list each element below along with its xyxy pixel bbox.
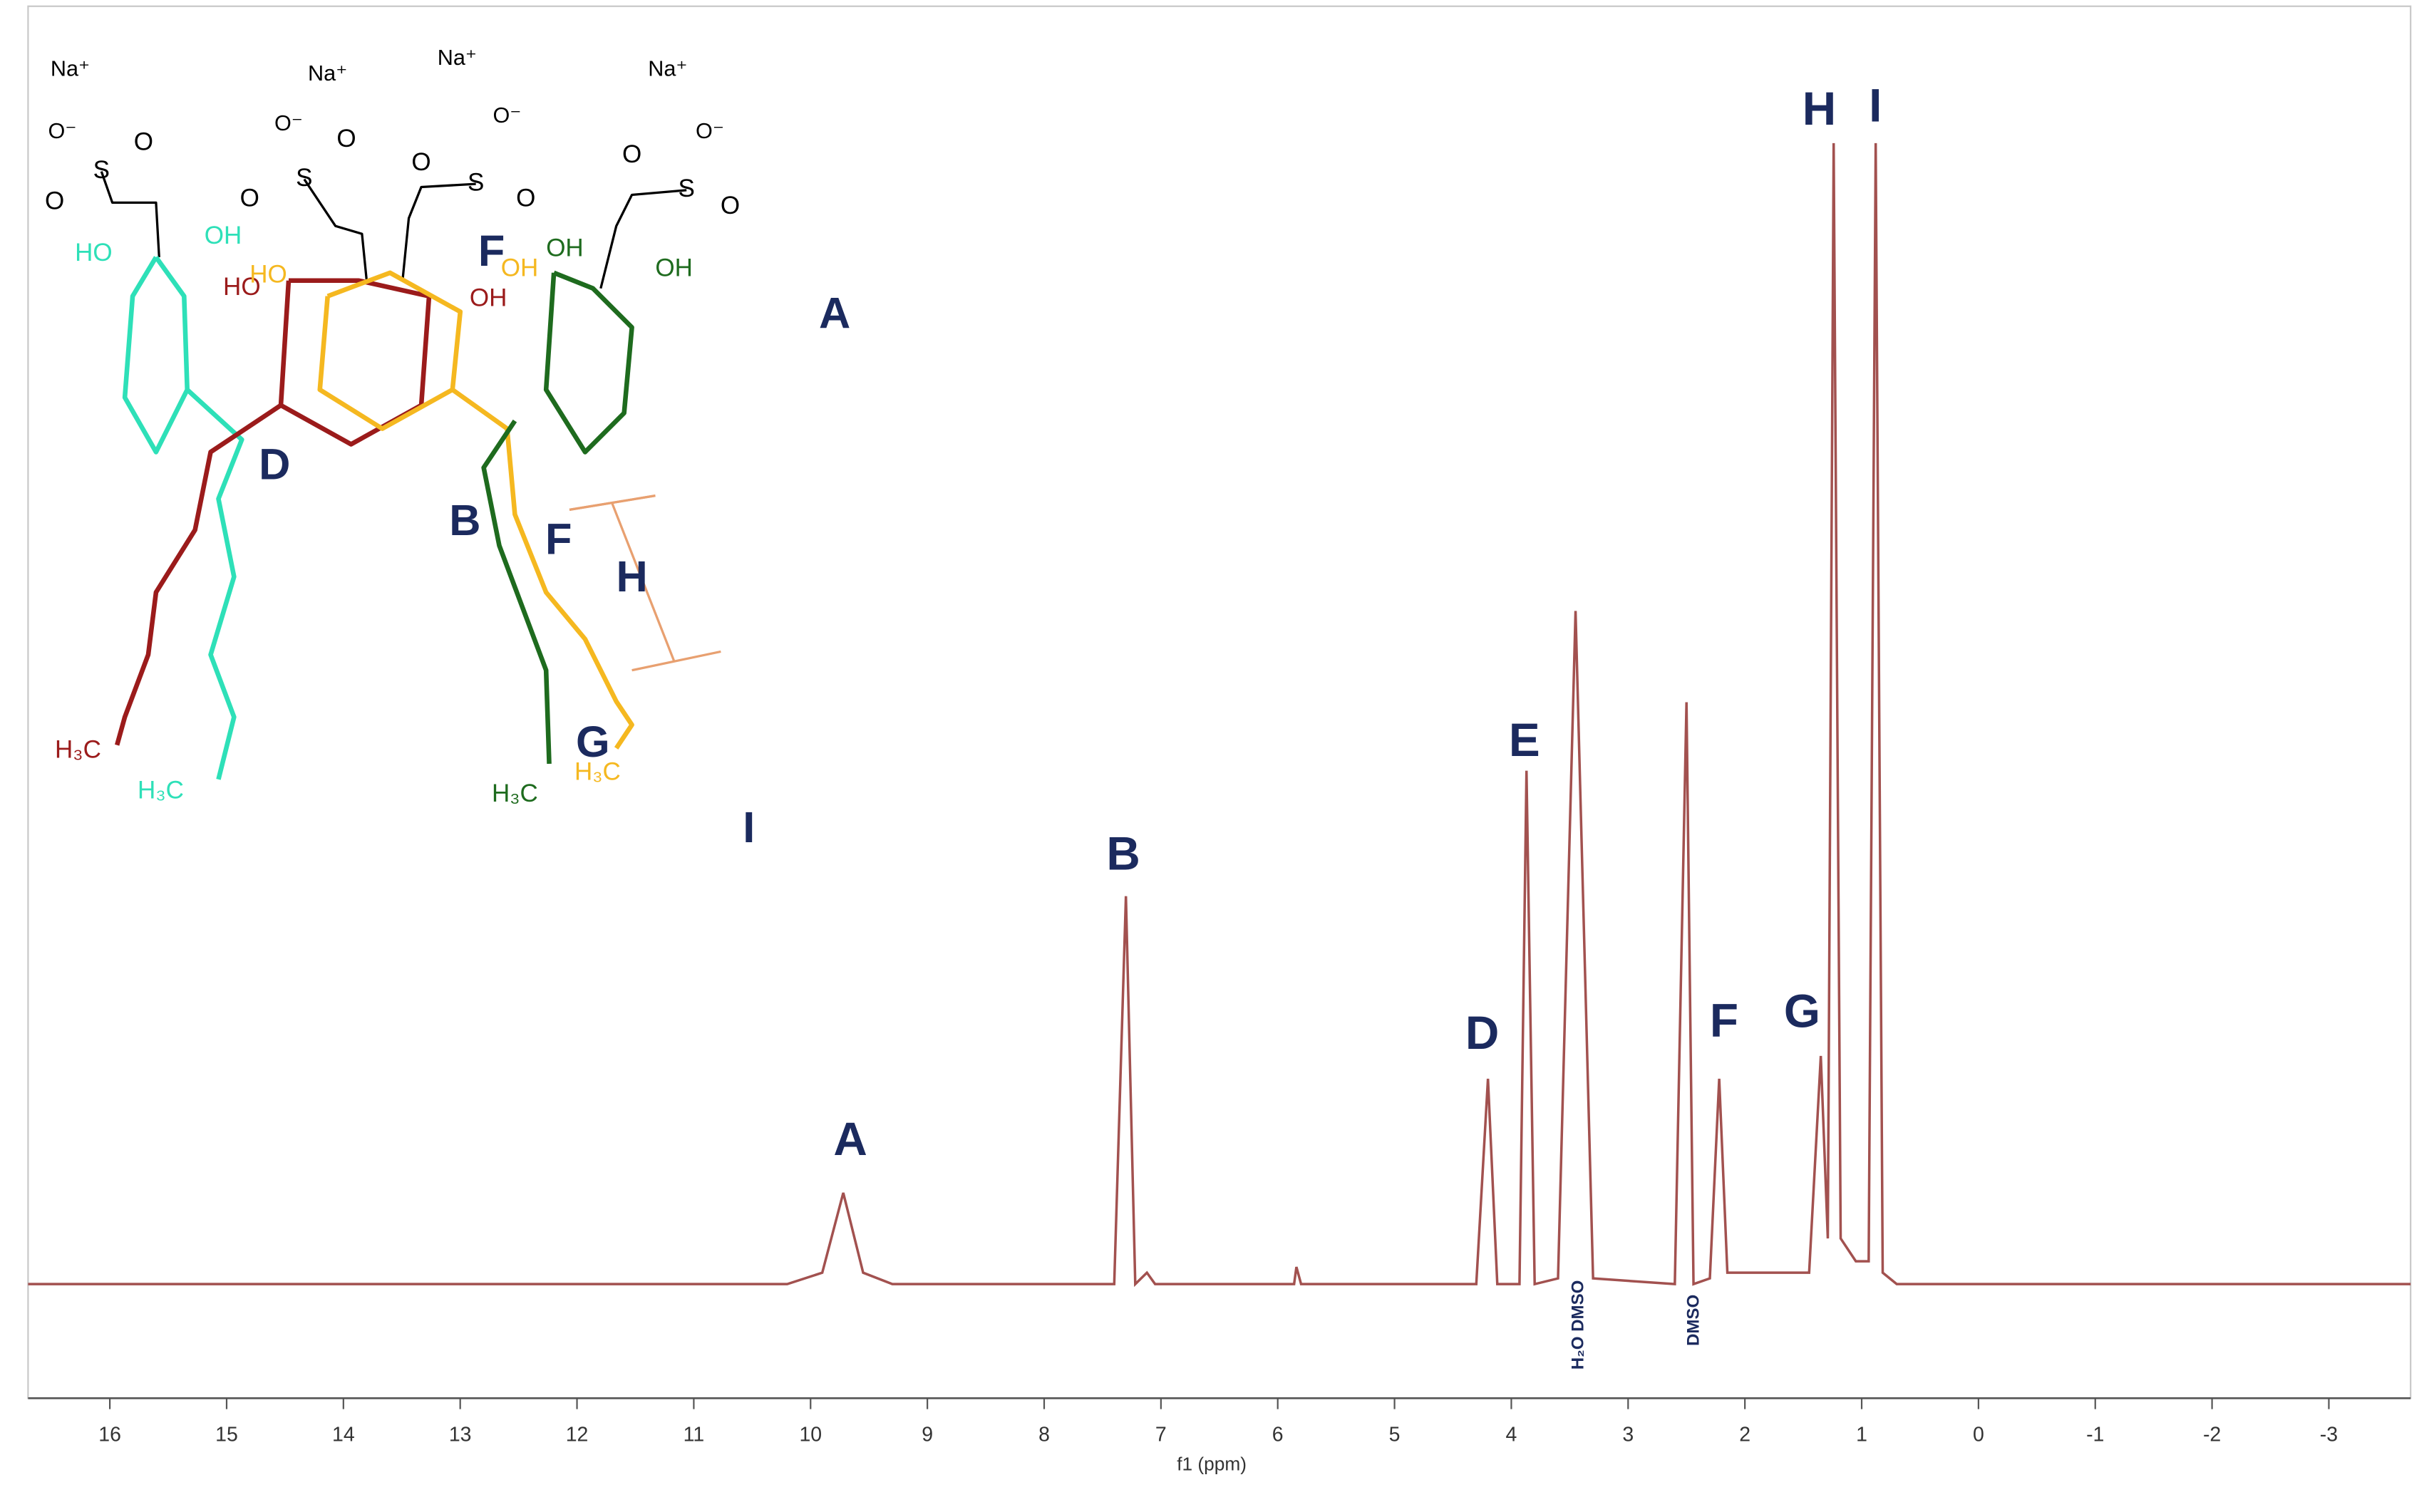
peak-label: A	[833, 1113, 867, 1165]
x-tick-label: 12	[566, 1423, 589, 1446]
structure-label: H₃C	[138, 777, 184, 804]
structure-label: H₃C	[55, 736, 101, 764]
solvent-label: H₂O DMSO	[1569, 1280, 1588, 1370]
x-tick-label: -1	[2086, 1423, 2104, 1446]
solvent-label: DMSO	[1684, 1295, 1703, 1346]
x-tick-label: -3	[2320, 1423, 2338, 1446]
structure-label: O⁻	[274, 111, 303, 135]
x-tick-label: 6	[1272, 1423, 1284, 1446]
structure-label: I	[743, 803, 755, 851]
structure-label: Na⁺	[648, 57, 687, 81]
structure-label: HO	[75, 239, 113, 266]
structure-label: D	[259, 440, 290, 488]
x-axis-label: f1 (ppm)	[1177, 1453, 1247, 1474]
peak-label: B	[1106, 828, 1140, 880]
chain	[450, 388, 634, 750]
structure-label: OH	[501, 254, 539, 282]
x-tick-label: 4	[1506, 1423, 1517, 1446]
bracket	[610, 501, 676, 662]
structure-label: S	[679, 175, 695, 202]
peak-label: I	[1869, 79, 1882, 131]
x-tick-label: 16	[98, 1423, 121, 1446]
x-tick-label: 9	[922, 1423, 933, 1446]
chain	[481, 419, 552, 765]
structure-label: H₃C	[492, 780, 538, 807]
structure-label: Na⁺	[438, 46, 477, 70]
bond	[303, 178, 368, 281]
x-tick-label: 7	[1155, 1423, 1167, 1446]
bond	[401, 182, 476, 281]
structure-label: Na⁺	[308, 61, 347, 86]
x-tick-label: 11	[684, 1423, 705, 1446]
peak-label: D	[1465, 1007, 1499, 1059]
x-tick-label: 8	[1038, 1423, 1050, 1446]
x-tick-label: -2	[2203, 1423, 2221, 1446]
x-tick-label: 13	[449, 1423, 472, 1446]
structure-label: O	[411, 148, 430, 176]
structure-label: OH	[655, 254, 693, 282]
structure-label: O⁻	[696, 119, 724, 143]
peak-label: G	[1784, 985, 1820, 1037]
chain	[115, 403, 282, 746]
structure-label: O	[622, 140, 641, 168]
x-tick-label: 2	[1739, 1423, 1750, 1446]
structure-label: O	[240, 184, 259, 212]
peak-label: H	[1803, 83, 1836, 135]
structure-label: HO	[223, 273, 261, 301]
ring	[543, 270, 634, 455]
peak-label: E	[1509, 714, 1540, 766]
ring	[317, 270, 463, 431]
structure-label: S	[93, 156, 110, 184]
structure-label: O	[336, 125, 356, 152]
structure-label: O	[516, 184, 535, 212]
structure-label: HO	[249, 260, 287, 288]
plot-frame	[27, 5, 2412, 1399]
bond	[100, 171, 160, 258]
structure-label: H	[616, 552, 647, 601]
structure-label: OH	[470, 284, 507, 311]
bracket	[631, 650, 721, 672]
structure-label: H₃C	[574, 757, 621, 785]
structure-label: F	[478, 227, 505, 275]
x-tick-label: 14	[332, 1423, 355, 1446]
structure-label: Na⁺	[51, 57, 90, 81]
x-tick-label: 10	[799, 1423, 822, 1446]
structure-label: F	[545, 514, 572, 563]
structure-label: S	[468, 168, 484, 196]
x-tick-label: 3	[1622, 1423, 1634, 1446]
ring	[122, 256, 190, 455]
bond	[599, 189, 687, 289]
x-tick-label: 5	[1389, 1423, 1401, 1446]
spectrum-line	[28, 143, 2411, 1288]
x-tick-label: 1	[1856, 1423, 1867, 1446]
structure-label: OH	[546, 234, 584, 262]
structure-label: OH	[205, 222, 242, 249]
x-tick-label: 0	[1973, 1423, 1984, 1446]
peak-label: F	[1710, 995, 1738, 1047]
molecule-drawing	[100, 171, 721, 780]
structure-label: O	[721, 192, 740, 219]
structure-label: B	[449, 496, 480, 544]
structure-label: A	[819, 289, 850, 337]
structure-label: G	[576, 718, 610, 766]
ring	[278, 278, 432, 447]
chain	[185, 388, 244, 780]
structure-label: O	[45, 187, 64, 215]
structure-label: O⁻	[493, 103, 521, 128]
x-tick-label: 15	[215, 1423, 238, 1446]
structure-label: S	[296, 164, 312, 192]
structure-label: O	[134, 128, 153, 156]
structure-label: O⁻	[48, 119, 77, 143]
